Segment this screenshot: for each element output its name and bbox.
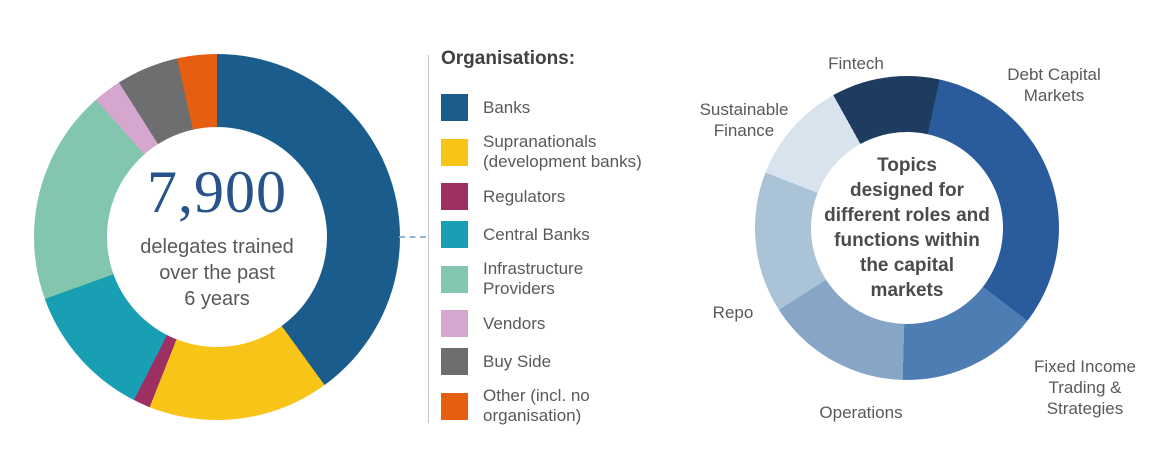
topics-donut-chart: Topics designed for different roles and …: [755, 76, 1059, 380]
dashed-connector-line: [399, 236, 426, 238]
legend-item-other: Other (incl. no organisation): [441, 386, 656, 426]
vertical-divider: [428, 55, 429, 423]
legend-label: Banks: [483, 97, 531, 117]
label-repo: Repo: [712, 303, 754, 322]
vendors-swatch: [441, 310, 468, 337]
legend-item-infrastructure-providers: Infrastructure Providers: [441, 259, 656, 299]
banks-swatch: [441, 94, 468, 121]
organisations-donut-chart: 7,900 delegates trained over the past 6 …: [34, 54, 400, 420]
supranationals-swatch: [441, 138, 468, 166]
central-banks-swatch: [441, 221, 468, 248]
legend-list: Banks Supranationals (development banks)…: [441, 94, 656, 426]
legend-item-supranationals: Supranationals (development banks): [441, 132, 656, 172]
legend-label: Buy Side: [483, 351, 552, 371]
topics-donut-center: Topics designed for different roles and …: [811, 132, 1003, 324]
legend-title: Organisations:: [441, 48, 576, 69]
organisations-legend: Organisations: Banks Supranationals (dev…: [441, 48, 656, 426]
delegates-count: 7,900: [147, 159, 287, 225]
legend-label: Vendors: [483, 313, 546, 333]
legend-item-vendors: Vendors: [441, 310, 656, 337]
legend-label: Supranationals (development banks): [483, 132, 642, 171]
other-swatch: [441, 392, 468, 420]
legend-item-central-banks: Central Banks: [441, 221, 656, 248]
regulators-swatch: [441, 183, 468, 210]
label-debt-capital-markets: Debt Capital Markets: [1007, 65, 1101, 105]
legend-label: Central Banks: [483, 224, 590, 244]
legend-item-banks: Banks: [441, 94, 656, 121]
legend-item-buy-side: Buy Side: [441, 348, 656, 375]
legend-label: Infrastructure Providers: [483, 259, 584, 298]
label-fixed-income-trading-strategies: Fixed Income Trading & Strategies: [1033, 357, 1137, 418]
label-fintech: Fintech: [828, 54, 884, 73]
label-operations: Operations: [819, 403, 903, 422]
label-sustainable-finance: Sustainable Finance: [699, 100, 789, 140]
legend-item-regulators: Regulators: [441, 183, 656, 210]
delegates-caption: delegates trained over the past 6 years: [140, 236, 294, 310]
infrastructure-providers-swatch: [441, 265, 468, 293]
organisations-donut-center: 7,900 delegates trained over the past 6 …: [107, 127, 327, 347]
buy-side-swatch: [441, 348, 468, 375]
topics-center-text: Topics designed for different roles and …: [824, 155, 990, 301]
legend-label: Other (incl. no organisation): [483, 386, 590, 425]
legend-label: Regulators: [483, 186, 566, 206]
